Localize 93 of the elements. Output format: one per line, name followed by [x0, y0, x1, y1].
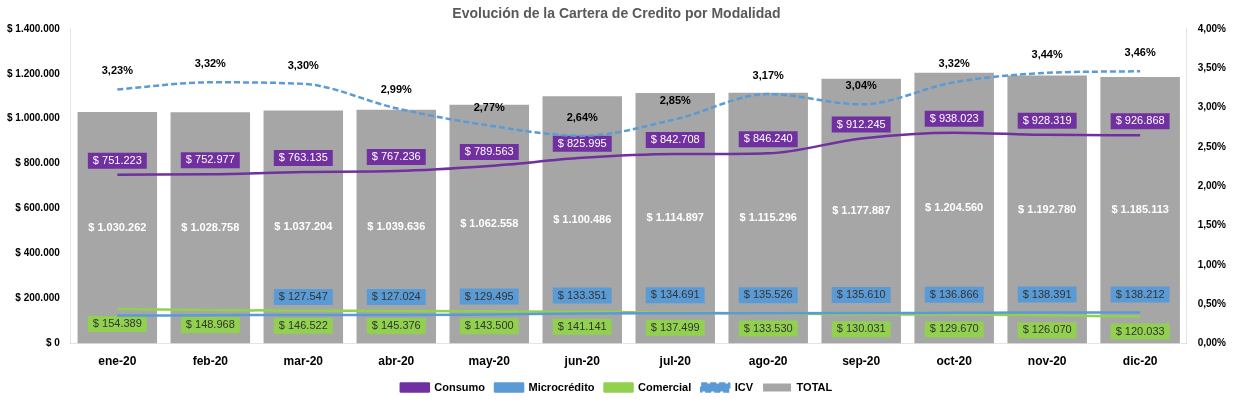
y2-tick-label: 1,50% — [1197, 219, 1227, 231]
legend-label: Consumo — [434, 380, 486, 393]
data-label: $ 127.024 — [371, 290, 421, 303]
y-tick-label: $ 800.000 — [15, 157, 61, 169]
data-label: $ 127.547 — [278, 289, 328, 302]
data-label: $ 846.240 — [743, 132, 793, 145]
data-label: $ 134.691 — [650, 288, 700, 301]
legend-label: TOTAL — [796, 380, 833, 393]
data-label: 3,44% — [1031, 47, 1063, 60]
legend-label: Microcrédito — [528, 380, 595, 393]
data-label: $ 154.389 — [92, 316, 142, 329]
y-tick-label: $ 0 — [45, 337, 61, 349]
chart-title: Evolución de la Cartera de Credito por Modalidad — [452, 5, 781, 22]
data-label: $ 1.185.113 — [1111, 203, 1169, 216]
x-tick-label: ago-20 — [748, 354, 788, 369]
data-label: $ 130.031 — [836, 322, 886, 335]
x-tick-label: jun-20 — [563, 354, 601, 369]
y2-tick-label: 3,00% — [1197, 101, 1227, 113]
data-label: $ 120.033 — [1115, 324, 1165, 337]
data-label: $ 842.708 — [650, 133, 700, 146]
y-tick-label: $ 1.000.000 — [7, 112, 61, 124]
data-label: $ 129.670 — [929, 322, 979, 335]
data-label: $ 135.526 — [743, 288, 793, 301]
data-label: $ 928.319 — [1022, 113, 1072, 126]
data-label: $ 129.495 — [464, 289, 514, 302]
x-tick-label: sep-20 — [842, 354, 881, 369]
data-label: $ 1.177.887 — [832, 204, 891, 217]
legend-label: Comercial — [638, 380, 692, 393]
data-label: $ 825.995 — [557, 136, 607, 149]
y-tick-label: $ 600.000 — [15, 202, 61, 214]
data-label: 3,30% — [287, 58, 320, 71]
x-tick-label: may-20 — [468, 354, 511, 369]
data-label: $ 1.192.780 — [1018, 202, 1077, 215]
y2-tick-label: 3,50% — [1197, 61, 1227, 73]
data-label: $ 1.037.204 — [274, 220, 334, 233]
x-tick-label: nov-20 — [1027, 354, 1067, 369]
legend-label: ICV — [734, 380, 754, 393]
data-label: $ 1.028.758 — [181, 220, 240, 233]
data-label: $ 1.100.486 — [553, 212, 612, 225]
y-tick-label: $ 200.000 — [15, 292, 61, 304]
y2-tick-label: 2,00% — [1197, 179, 1227, 191]
data-label: $ 763.135 — [278, 151, 328, 164]
data-label: $ 126.070 — [1022, 323, 1072, 336]
data-label: $ 143.500 — [464, 319, 514, 332]
data-label: $ 752.977 — [185, 153, 235, 166]
data-label: 3,46% — [1124, 46, 1156, 59]
data-label: 2,64% — [566, 110, 599, 123]
data-label: $ 138.391 — [1022, 287, 1072, 300]
data-label: 3,32% — [938, 57, 970, 70]
data-label: $ 1.204.560 — [925, 201, 984, 214]
data-label: $ 926.868 — [1115, 114, 1165, 127]
y2-tick-label: 0,50% — [1197, 298, 1227, 309]
data-label: $ 1.062.558 — [460, 217, 519, 230]
data-label: $ 136.866 — [929, 287, 979, 300]
data-label: 3,23% — [101, 64, 134, 77]
data-label: $ 148.968 — [185, 318, 235, 331]
data-label: $ 138.212 — [1115, 287, 1165, 300]
y2-tick-label: 1,00% — [1197, 258, 1227, 270]
data-label: $ 135.610 — [836, 288, 886, 301]
x-tick-label: jul-20 — [658, 354, 692, 369]
y-tick-label: $ 1.400.000 — [7, 22, 61, 34]
y-tick-label: $ 400.000 — [15, 247, 61, 259]
data-label: $ 912.245 — [836, 117, 886, 130]
y2-tick-label: 2,50% — [1197, 140, 1227, 152]
data-label: 2,85% — [659, 94, 692, 107]
y2-tick-label: 0,00% — [1197, 337, 1227, 349]
x-tick-label: ene-20 — [98, 354, 137, 369]
data-label: $ 767.236 — [371, 150, 421, 163]
data-label: $ 751.223 — [92, 153, 142, 166]
data-label: $ 137.499 — [650, 320, 700, 333]
data-label: $ 1.115.296 — [739, 211, 797, 224]
data-label: $ 1.030.262 — [88, 220, 147, 233]
data-label: 2,77% — [473, 100, 506, 113]
data-label: $ 1.114.897 — [646, 211, 704, 224]
data-label: 3,32% — [194, 57, 227, 70]
data-label: $ 133.530 — [743, 321, 793, 334]
data-label: $ 141.141 — [557, 319, 607, 332]
data-label: $ 1.039.636 — [367, 219, 426, 232]
x-tick-label: abr-20 — [378, 354, 415, 369]
x-tick-label: dic-20 — [1122, 354, 1158, 369]
y-tick-label: $ 1.200.000 — [7, 67, 61, 79]
data-label: 2,99% — [380, 83, 413, 96]
x-tick-label: feb-20 — [192, 354, 229, 369]
data-label: 3,17% — [752, 69, 785, 82]
y2-tick-label: 4,00% — [1197, 22, 1227, 34]
data-label: $ 789.563 — [464, 145, 514, 158]
data-label: $ 145.376 — [371, 318, 421, 331]
data-label: 3,04% — [845, 79, 878, 92]
data-label: $ 133.351 — [557, 288, 607, 301]
x-tick-label: mar-20 — [283, 354, 324, 369]
x-tick-label: oct-20 — [936, 354, 973, 369]
data-label: $ 938.023 — [929, 111, 979, 124]
data-label: $ 146.522 — [278, 318, 328, 331]
